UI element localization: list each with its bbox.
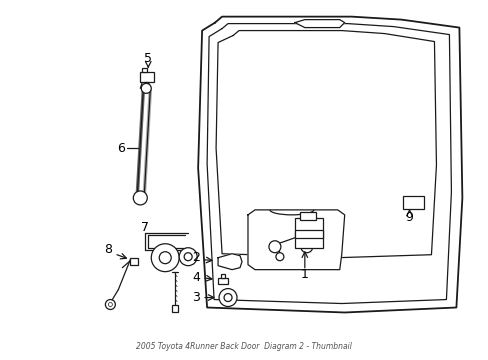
Text: 2005 Toyota 4Runner Back Door  Diagram 2 - Thumbnail: 2005 Toyota 4Runner Back Door Diagram 2 … — [136, 342, 351, 351]
Text: 5: 5 — [144, 52, 152, 65]
Polygon shape — [207, 24, 450, 303]
Circle shape — [108, 302, 112, 306]
Polygon shape — [294, 20, 344, 28]
Circle shape — [184, 253, 192, 261]
Circle shape — [141, 84, 151, 93]
Circle shape — [268, 241, 280, 253]
Circle shape — [105, 300, 115, 310]
Bar — [130, 258, 138, 265]
Bar — [142, 68, 147, 72]
Bar — [402, 196, 424, 209]
Bar — [144, 82, 148, 87]
Circle shape — [179, 248, 197, 266]
Circle shape — [159, 252, 171, 264]
Circle shape — [224, 293, 232, 302]
Text: 9: 9 — [405, 211, 413, 224]
Text: 8: 8 — [104, 243, 112, 256]
Bar — [294, 230, 322, 238]
Text: 4: 4 — [192, 271, 200, 284]
Bar — [140, 72, 154, 82]
Polygon shape — [216, 31, 436, 258]
Text: 2: 2 — [192, 251, 200, 264]
Text: 6: 6 — [117, 141, 125, 155]
Bar — [294, 218, 322, 248]
Text: 7: 7 — [141, 221, 149, 234]
Polygon shape — [198, 17, 462, 312]
Circle shape — [300, 241, 312, 253]
Bar — [218, 278, 227, 284]
Circle shape — [219, 289, 237, 306]
Circle shape — [133, 191, 147, 205]
Bar — [221, 274, 224, 278]
Text: 3: 3 — [192, 291, 200, 304]
Polygon shape — [218, 254, 242, 270]
Text: 1: 1 — [300, 268, 308, 281]
Circle shape — [275, 253, 284, 261]
Bar — [172, 305, 178, 312]
Circle shape — [151, 244, 179, 272]
Polygon shape — [247, 210, 344, 270]
Bar — [299, 212, 315, 220]
